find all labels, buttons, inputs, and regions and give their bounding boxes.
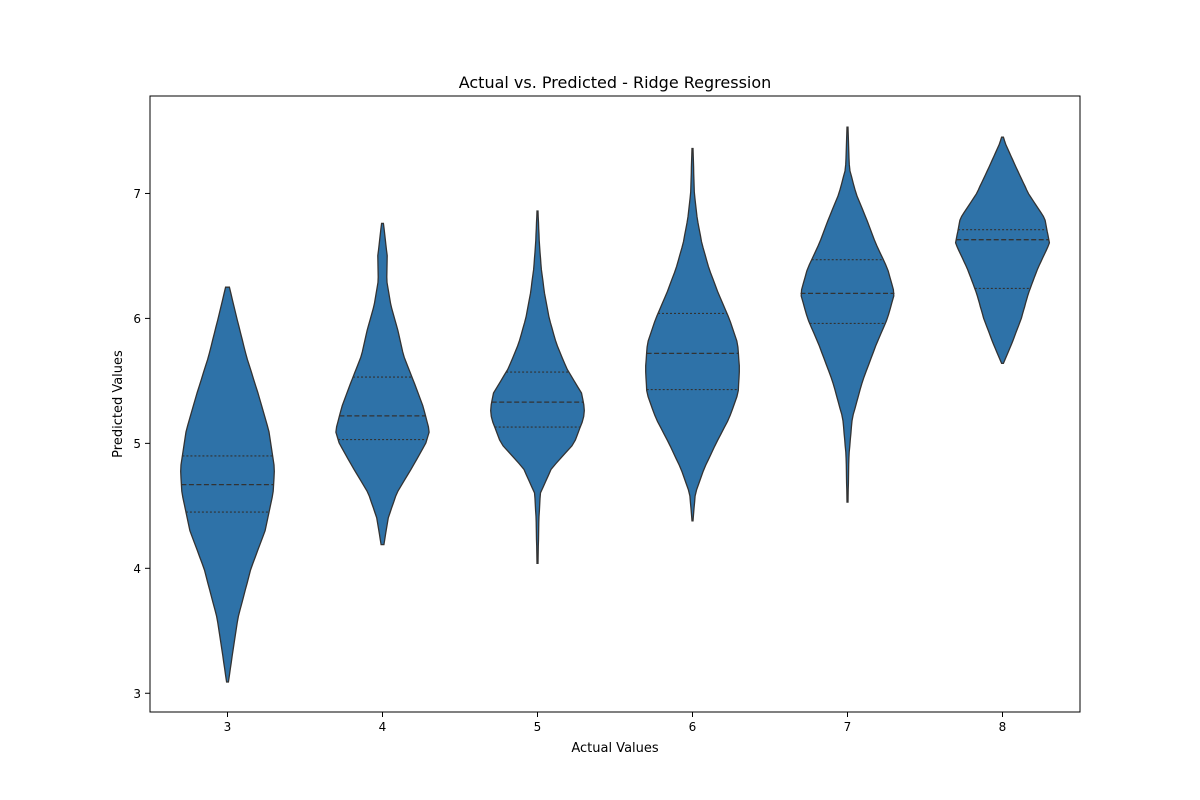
violin-6 — [645, 147, 740, 522]
violin-body-5 — [490, 210, 585, 564]
violin-body-7 — [800, 126, 895, 503]
x-tick-label: 3 — [224, 720, 232, 734]
violin-3 — [180, 286, 275, 683]
x-tick-label: 8 — [999, 720, 1007, 734]
violin-8 — [954, 136, 1051, 365]
x-tick-label: 7 — [844, 720, 852, 734]
violin-body-8 — [954, 136, 1051, 365]
y-tick-label: 5 — [133, 437, 141, 451]
violin-7 — [800, 126, 895, 503]
y-axis-ticks: 3 4 5 6 7 — [133, 187, 150, 701]
x-tick-label: 4 — [379, 720, 387, 734]
y-tick-label: 3 — [133, 687, 141, 701]
violin-body-6 — [645, 147, 740, 522]
y-tick-label: 7 — [133, 187, 141, 201]
x-axis-label: Actual Values — [571, 741, 659, 756]
violin-5 — [490, 210, 585, 564]
chart-title: Actual vs. Predicted - Ridge Regression — [459, 73, 772, 92]
violin-body-4 — [335, 222, 430, 546]
violin-4 — [335, 222, 430, 546]
y-axis-label: Predicted Values — [111, 350, 126, 458]
x-tick-label: 6 — [689, 720, 697, 734]
y-tick-label: 6 — [133, 312, 141, 326]
y-tick-label: 4 — [133, 562, 141, 576]
x-tick-label: 5 — [534, 720, 542, 734]
axes-frame — [149, 95, 1081, 713]
violins-layer — [180, 126, 1051, 683]
x-axis-ticks: 3 4 5 6 7 8 — [224, 712, 1007, 734]
